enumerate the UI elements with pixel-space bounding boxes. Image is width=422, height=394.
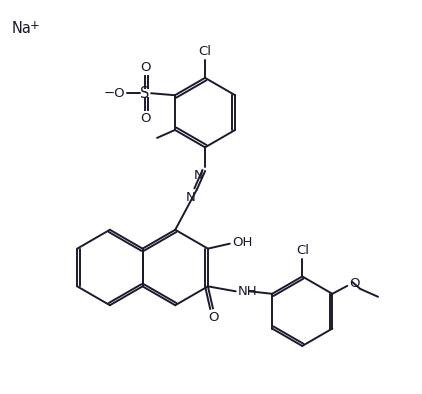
Text: O: O: [140, 112, 150, 125]
Text: Cl: Cl: [198, 45, 211, 58]
Text: O: O: [140, 61, 150, 74]
Text: S: S: [141, 86, 150, 101]
Text: O: O: [349, 277, 360, 290]
Text: Na: Na: [11, 21, 31, 36]
Text: N: N: [185, 191, 195, 204]
Text: +: +: [29, 19, 39, 32]
Text: N: N: [193, 169, 203, 182]
Text: OH: OH: [232, 236, 252, 249]
Text: Cl: Cl: [296, 243, 309, 256]
Text: NH: NH: [238, 285, 257, 298]
Text: O: O: [208, 311, 219, 324]
Text: −O: −O: [104, 87, 125, 100]
